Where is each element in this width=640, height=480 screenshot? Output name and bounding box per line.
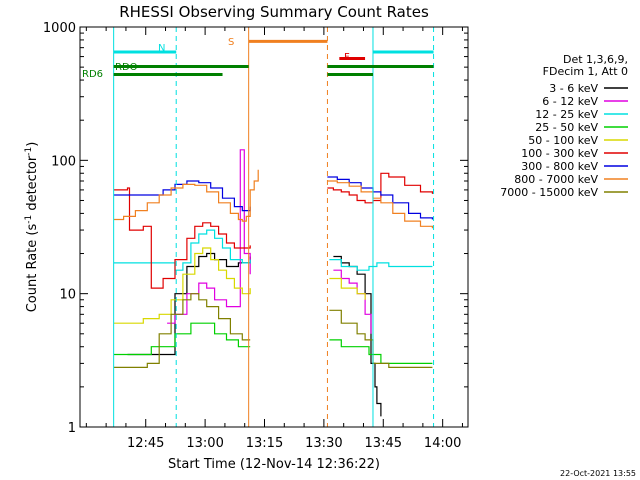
legend-label-3-6-kev: 3 - 6 keV — [549, 82, 598, 95]
legend-label-12-25-kev: 12 - 25 keV — [535, 108, 598, 121]
y-label-sup-2: -1 — [24, 147, 34, 156]
series-12-25-kev-segment-2 — [329, 259, 433, 271]
series-25-50-kev-segment-2 — [329, 339, 433, 364]
y-tick-label-1000: 1000 — [43, 21, 76, 36]
x-tick-label-13-15: 13:15 — [246, 436, 283, 451]
series-25-50-kev-segment-1 — [114, 322, 251, 356]
x-tick-label-13-00: 13:00 — [186, 436, 223, 451]
legend-label-800-7000-kev: 800 - 7000 keV — [514, 173, 598, 186]
flag-label-s: S — [228, 37, 234, 48]
legend-header-1: Det 1,3,6,9, — [563, 53, 628, 66]
x-tick-label-13-45: 13:45 — [365, 436, 402, 451]
series-7000-15000-kev-segment-2 — [329, 309, 433, 368]
flag-label-n: N — [158, 43, 165, 54]
series-800-7000-kev-segment-2 — [327, 180, 433, 229]
footer-timestamp: 22-Oct-2021 13:55 — [560, 469, 636, 478]
series-300-800-kev-segment-1 — [114, 180, 251, 212]
series-6-12-kev-segment-2 — [333, 269, 372, 334]
y-axis-label: Count Rate (s-1 detector-1) — [24, 142, 40, 313]
y-tick-label-1: 1 — [68, 421, 76, 436]
x-tick-label-13-30: 13:30 — [305, 436, 342, 451]
legend-label-50-100-kev: 50 - 100 keV — [528, 134, 598, 147]
legend-label-300-800-kev: 300 - 800 keV — [521, 160, 598, 173]
series-300-800-kev-segment-2 — [327, 176, 433, 220]
x-tick-label-14-00: 14:00 — [424, 436, 461, 451]
series-12-25-kev-segment-1 — [114, 229, 251, 271]
y-label-part-1: Count Rate (s — [25, 224, 40, 313]
y-label-sup-1: -1 — [24, 215, 34, 224]
series-7000-15000-kev-segment-1 — [114, 293, 251, 368]
flag-label-rdo: RDO — [115, 62, 138, 73]
y-tick-label-10: 10 — [59, 288, 76, 303]
legend-label-25-50-kev: 25 - 50 keV — [535, 121, 598, 134]
y-label-part-2: detector — [25, 155, 40, 215]
series-layer — [114, 149, 433, 417]
flag-label-rd6: RD6 — [82, 69, 103, 80]
marker-layer — [113, 27, 435, 427]
series-100-300-kev-segment-1 — [114, 187, 251, 289]
series-50-100-kev-segment-2 — [329, 277, 366, 300]
x-tick-label-12-45: 12:45 — [127, 436, 164, 451]
series-3-6-kev-segment-2 — [333, 255, 382, 417]
axes-layer — [79, 26, 469, 428]
y-tick-label-100: 100 — [51, 154, 76, 169]
legend-label-100-300-kev: 100 - 300 keV — [521, 147, 598, 160]
x-axis-label: Start Time (12-Nov-14 12:36:22) — [168, 457, 380, 472]
legend-label-7000-15000-kev: 7000 - 15000 keV — [500, 186, 598, 199]
series-6-12-kev-segment-1 — [167, 149, 251, 324]
legend-header-2: FDecim 1, Att 0 — [543, 65, 628, 78]
legend-label-6-12-kev: 6 - 12 keV — [542, 95, 598, 108]
plot-frame — [79, 26, 469, 428]
series-50-100-kev-segment-1 — [114, 247, 251, 324]
tick-labels: 1 10 100 1000 12:45 13:00 13:15 13:30 13:45 14:00 — [43, 21, 468, 451]
flag-label-f: F — [344, 52, 350, 63]
series-3-6-kev-segment-1 — [127, 252, 251, 356]
y-label-part-3: ) — [25, 142, 40, 147]
chart-title: RHESSI Observing Summary Count Rates — [119, 3, 429, 21]
